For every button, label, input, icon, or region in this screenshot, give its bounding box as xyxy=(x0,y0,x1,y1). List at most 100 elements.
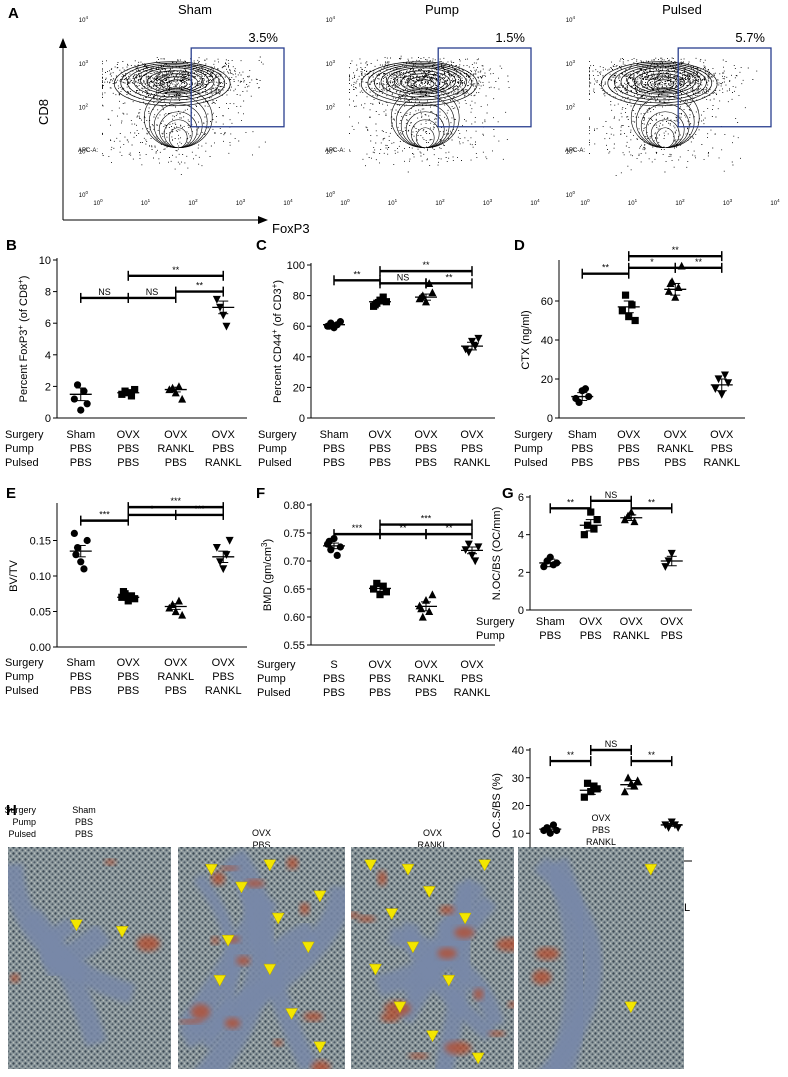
significance-label: ** xyxy=(567,750,575,760)
significance-bracket: ** xyxy=(674,257,723,273)
y-axis-label: OC.S/BS (%) xyxy=(491,773,503,838)
y-tick-label: 30 xyxy=(512,773,524,785)
y-axis-label: BMD (gm/cm3) xyxy=(260,539,274,611)
data-point xyxy=(222,322,231,331)
flow-y-tick-exp: 3 xyxy=(85,59,88,64)
y-tick-label: 80 xyxy=(293,291,305,303)
significance-bracket: ** xyxy=(628,245,723,262)
flow-x-tick-exp: 0 xyxy=(587,198,590,203)
group-label: RANKL xyxy=(657,443,694,455)
flow-y-tick: 100 xyxy=(566,190,576,199)
histology-tissue xyxy=(8,847,171,1069)
flow-contour xyxy=(407,76,440,91)
data-point xyxy=(70,395,78,403)
trap-stain xyxy=(496,938,514,952)
data-point xyxy=(717,391,726,399)
flow-y-tick-exp: 2 xyxy=(572,103,575,108)
flow-gate-box xyxy=(190,47,285,128)
group-2 xyxy=(415,590,437,621)
y-tick-label: 60 xyxy=(541,296,553,308)
flow-y-tick-exp: 1 xyxy=(572,146,575,151)
flow-contour xyxy=(120,62,226,104)
trap-stain xyxy=(377,870,387,886)
row-label: Pump xyxy=(258,443,287,455)
group-label: PBS xyxy=(571,443,593,455)
y-tick-label: 0.00 xyxy=(30,642,51,654)
group-label: PBS xyxy=(580,630,602,642)
group-label: RANKL xyxy=(613,630,650,642)
significance-label: ** xyxy=(695,257,703,267)
significance-bracket: ** xyxy=(630,497,673,514)
osteoclast-arrow xyxy=(442,974,456,987)
osteoclast-arrow xyxy=(70,919,83,932)
y-tick-label: 0.80 xyxy=(284,500,305,512)
significance-bracket: * xyxy=(628,257,676,273)
trap-stain xyxy=(236,956,251,966)
y-tick-label: 10 xyxy=(39,255,51,267)
data-point xyxy=(371,301,379,309)
y-tick-label: 0.70 xyxy=(284,556,305,568)
foxp3-arrowhead xyxy=(258,216,268,224)
flow-plot-title: Pulsed xyxy=(662,2,702,17)
trap-stain xyxy=(191,1004,210,1020)
flow-x-tick: 104 xyxy=(530,198,540,207)
trap-stain xyxy=(439,905,455,915)
bone-trabecula xyxy=(8,863,136,1004)
osteoclast-arrow xyxy=(204,863,218,876)
flow-contour xyxy=(127,64,220,101)
group-label: OVX xyxy=(617,429,641,441)
group-label: PBS xyxy=(117,443,139,455)
row-label: Pulsed xyxy=(258,457,292,469)
trap-stain xyxy=(211,936,220,945)
data-point xyxy=(83,536,91,545)
group-label: PBS xyxy=(165,457,187,469)
significance-bracket: ** xyxy=(379,260,473,277)
group-label: PBS xyxy=(212,671,234,683)
flow-plot-pulsed: Pulsed100100101101102102103103104104APC-… xyxy=(565,2,780,207)
data-point xyxy=(212,295,221,304)
flow-contour xyxy=(146,70,204,94)
data-point xyxy=(474,334,483,343)
data-point xyxy=(630,781,639,790)
group-label: RANKL xyxy=(454,457,491,469)
group-label: OVX xyxy=(414,429,438,441)
flow-x-tick: 100 xyxy=(340,198,350,207)
y-tick-label: 0.65 xyxy=(284,584,305,596)
flow-gate-percent: 3.5% xyxy=(248,30,278,45)
osteoclast-arrow xyxy=(364,859,377,872)
group-label: OVX xyxy=(368,659,392,671)
group-label: PBS xyxy=(323,457,345,469)
data-point xyxy=(336,543,344,551)
trap-stain xyxy=(507,1001,514,1008)
y-label-part: ) xyxy=(262,539,274,543)
flow-y-tick: 101 xyxy=(79,146,89,155)
group-label: PBS xyxy=(461,673,483,685)
significance-bracket: NS xyxy=(379,272,427,289)
y-axis-label: Percent CD44+ (of CD3+) xyxy=(270,280,284,403)
group-2 xyxy=(164,596,187,619)
trap-stain xyxy=(357,915,376,923)
group-label: PBS xyxy=(70,671,92,683)
data-point xyxy=(379,582,387,590)
significance-bracket: ** xyxy=(581,263,630,279)
data-point xyxy=(422,297,430,306)
group-3 xyxy=(660,818,683,832)
data-point xyxy=(633,776,642,785)
trap-stain xyxy=(351,912,360,919)
group-label: RANKL xyxy=(157,443,194,455)
significance-label: NS xyxy=(605,739,618,749)
group-labels-percent-cd44: Surgery Pump Pulsed Sham PBS PBS OVX PBS PBS OVX P… xyxy=(258,429,490,469)
row-label: Surgery xyxy=(476,616,515,628)
flow-y-tick: 102 xyxy=(566,103,576,112)
y-tick-label: 0.60 xyxy=(284,612,305,624)
flow-y-tick: 102 xyxy=(326,103,336,112)
osteoclast-arrow xyxy=(271,912,285,925)
y-label-part: (of CD8 xyxy=(18,284,30,325)
data-point xyxy=(580,793,588,801)
group-label: PBS xyxy=(664,457,686,469)
trap-stain xyxy=(532,970,552,985)
osteoclast-arrow xyxy=(624,1001,638,1014)
